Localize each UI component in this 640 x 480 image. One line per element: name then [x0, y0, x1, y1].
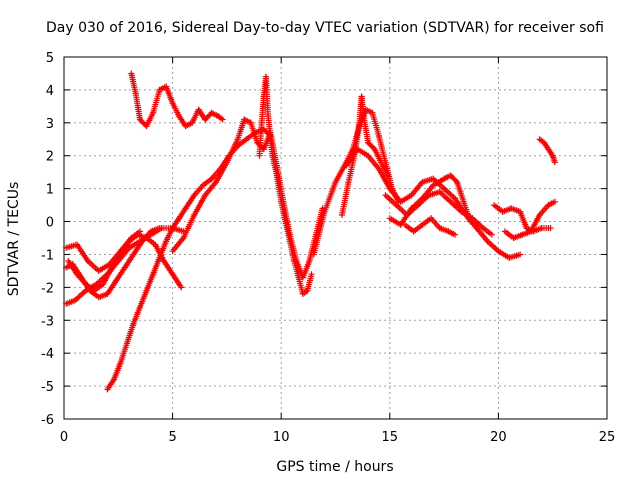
data-point-marks — [180, 212, 198, 241]
x-tick-label: 20 — [490, 430, 507, 445]
data-point-marks — [223, 136, 241, 166]
data-point-marks — [460, 198, 474, 225]
data-point-marks — [501, 228, 517, 241]
data-point-marks — [506, 251, 524, 261]
data-point-marks — [117, 340, 130, 367]
plot-frame — [63, 56, 608, 420]
x-tick-label: 5 — [168, 430, 176, 445]
data-point-marks — [375, 165, 393, 192]
data-point-marks — [263, 73, 272, 120]
y-tick-label: 2 — [46, 150, 54, 165]
data-point-marks — [538, 225, 554, 232]
data-point-marks — [143, 271, 157, 294]
data-point-marks — [130, 304, 143, 327]
data-point-marks — [150, 254, 163, 278]
y-tick-label: 1 — [46, 183, 54, 198]
data-point-marks — [480, 225, 495, 238]
data-point-marks — [256, 119, 265, 159]
x-tick-label: 25 — [599, 430, 616, 445]
y-tick-label: -5 — [41, 380, 54, 395]
y-tick-label: -4 — [41, 347, 54, 362]
data-point-marks — [265, 113, 276, 159]
grid-lines — [64, 57, 607, 419]
data-point-marks — [163, 83, 176, 107]
data-point-marks — [137, 287, 150, 311]
data-point-marks — [549, 152, 558, 166]
data-point-marks — [378, 159, 391, 179]
data-point-marks — [545, 198, 558, 209]
x-tick-label: 10 — [273, 430, 290, 445]
axis-ticks: 0 5 10 15 20 25 -6 -5 -4 -3 -2 -1 0 1 2 3 4 5 — [41, 51, 615, 445]
data-point-marks — [100, 264, 115, 288]
data-point-marks — [132, 90, 143, 123]
data-point-marks — [339, 179, 352, 218]
data-point-marks — [445, 228, 458, 238]
data-point-marks — [299, 258, 313, 281]
chart-title: Day 030 of 2016, Sidereal Day-to-day VTE… — [46, 20, 604, 36]
data-point-marks — [304, 271, 315, 294]
data-point-marks — [147, 225, 163, 235]
data-point-marks — [310, 208, 328, 258]
y-tick-label: -3 — [41, 314, 54, 329]
data-point-marks — [74, 241, 91, 264]
data-point-marks — [111, 360, 124, 383]
data-point-marks — [343, 146, 361, 169]
y-tick-label: -6 — [41, 413, 54, 428]
data-point-marks — [169, 271, 185, 291]
data-point-marks — [360, 113, 372, 146]
data-point-marks — [234, 116, 248, 143]
data-point-marks — [128, 70, 139, 97]
y-tick-label: -2 — [41, 281, 54, 296]
data-point-marks — [321, 179, 339, 215]
data-point-marks — [517, 208, 530, 232]
data-point-marks — [191, 192, 209, 218]
y-tick-label: 3 — [46, 117, 54, 132]
y-tick-label: 4 — [46, 84, 54, 99]
data-point-marks — [528, 212, 543, 235]
y-axis-label: SDTVAR / TECUs — [6, 182, 22, 297]
data-point-marks — [215, 113, 226, 123]
y-tick-label: 0 — [46, 216, 54, 231]
data-point-marks — [156, 238, 170, 261]
data-point-marks — [397, 205, 415, 228]
y-tick-label: 5 — [46, 51, 54, 66]
x-tick-label: 0 — [60, 430, 68, 445]
data-points — [63, 70, 558, 393]
x-tick-label: 15 — [382, 430, 399, 445]
y-tick-label: -1 — [41, 248, 54, 263]
data-point-marks — [402, 221, 417, 235]
data-point-marks — [260, 73, 269, 100]
x-axis-label: GPS time / hours — [276, 459, 393, 475]
data-point-marks — [213, 159, 230, 186]
